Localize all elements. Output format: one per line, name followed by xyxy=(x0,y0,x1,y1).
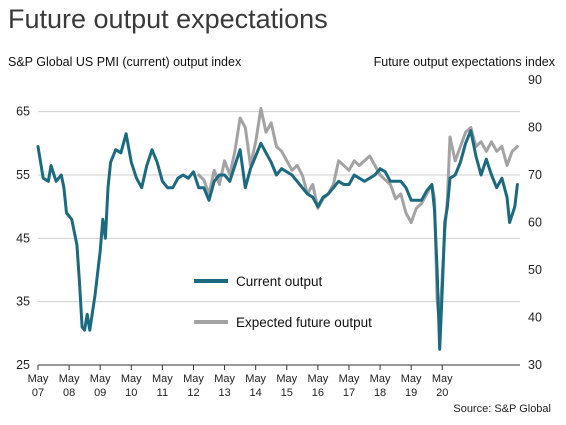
x-tick-month: May xyxy=(152,373,173,385)
chart-title: Future output expectations xyxy=(8,4,328,34)
series-line-current-output xyxy=(36,129,519,351)
right-tick-label: 50 xyxy=(528,263,542,277)
x-tick-year: 17 xyxy=(343,387,355,399)
x-tick-year: 10 xyxy=(125,387,137,399)
x-tick-month: May xyxy=(307,373,328,385)
x-axis-ticks: May 07 May 08 May 09 May 10 May 11 May 12 May 13 May 14… xyxy=(28,365,453,399)
x-tick-month: May xyxy=(432,373,453,385)
right-tick-label: 70 xyxy=(528,168,542,182)
right-axis-label: Future output expectations index xyxy=(374,55,556,69)
legend: Current output Expected future output xyxy=(194,274,372,330)
x-tick-year: 12 xyxy=(187,387,199,399)
legend-label-expected-future-output: Expected future output xyxy=(236,315,372,330)
legend-label-current-output: Current output xyxy=(236,274,323,289)
x-tick-month: May xyxy=(183,373,204,385)
x-tick-year: 20 xyxy=(436,387,448,399)
left-axis-label: S&P Global US PMI (current) output index xyxy=(8,55,242,69)
x-tick-year: 09 xyxy=(94,387,106,399)
right-tick-label: 40 xyxy=(528,311,542,325)
x-tick-month: May xyxy=(28,373,49,385)
left-tick-label: 45 xyxy=(16,231,30,245)
x-tick-year: 14 xyxy=(250,387,262,399)
series-line-expected-future-output xyxy=(197,107,519,329)
x-tick-month: May xyxy=(276,373,297,385)
right-tick-label: 60 xyxy=(528,216,542,230)
right-axis-ticks: 30 40 50 60 70 80 90 xyxy=(528,73,542,372)
left-tick-label: 55 xyxy=(16,168,30,182)
x-tick-month: May xyxy=(370,373,391,385)
source-note: Source: S&P Global xyxy=(453,403,551,415)
x-tick-year: 19 xyxy=(405,387,417,399)
x-tick-month: May xyxy=(339,373,360,385)
x-tick-year: 11 xyxy=(157,387,168,399)
x-tick-month: May xyxy=(401,373,422,385)
left-tick-label: 25 xyxy=(16,358,30,372)
right-tick-label: 80 xyxy=(528,121,542,135)
left-axis-ticks: 25 35 45 55 65 xyxy=(16,105,30,372)
left-tick-label: 65 xyxy=(16,105,30,119)
x-tick-year: 18 xyxy=(374,387,386,399)
x-tick-month: May xyxy=(214,373,235,385)
x-tick-month: May xyxy=(59,373,80,385)
x-tick-year: 13 xyxy=(218,387,230,399)
x-tick-month: May xyxy=(121,373,142,385)
x-tick-month: May xyxy=(245,373,266,385)
x-tick-year: 08 xyxy=(63,387,75,399)
x-tick-year: 07 xyxy=(32,387,44,399)
left-tick-label: 35 xyxy=(16,295,30,309)
x-tick-month: May xyxy=(90,373,111,385)
x-tick-year: 15 xyxy=(281,387,293,399)
series-lines xyxy=(36,107,519,351)
x-tick-year: 16 xyxy=(312,387,324,399)
right-tick-label: 30 xyxy=(528,358,542,372)
right-tick-label: 90 xyxy=(528,73,542,87)
